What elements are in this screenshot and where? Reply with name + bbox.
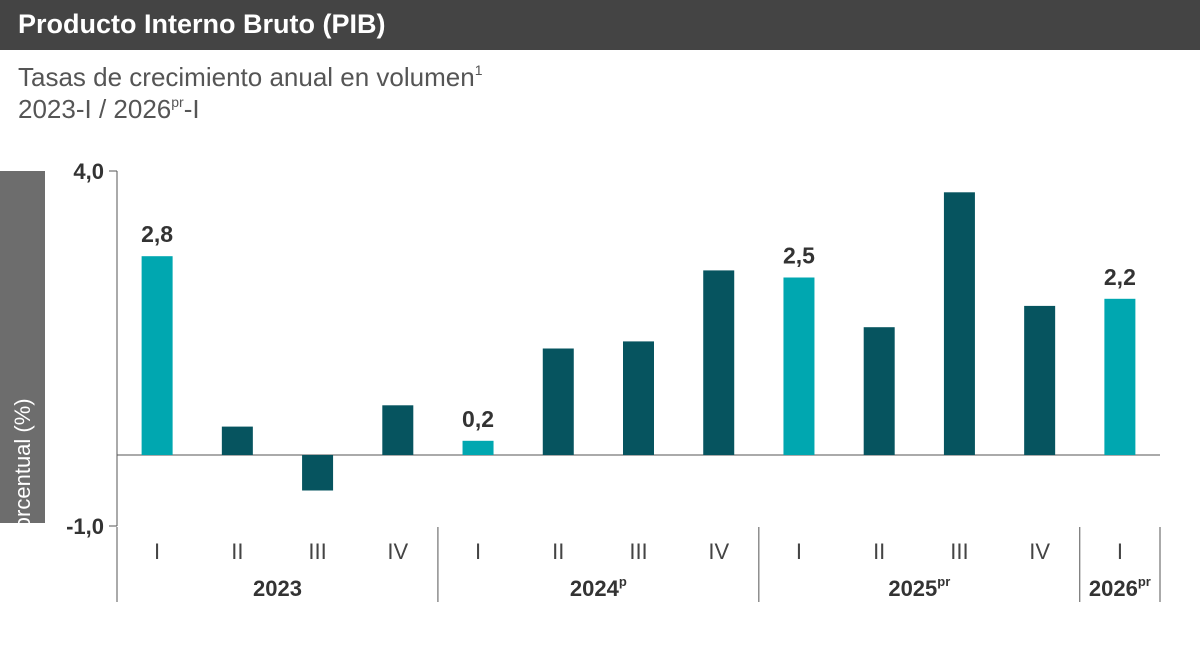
x-category-label: IV bbox=[387, 539, 408, 564]
x-category-label: III bbox=[629, 539, 647, 564]
x-category-label: I bbox=[1117, 539, 1123, 564]
x-group-label: 2026pr bbox=[1089, 574, 1151, 601]
chart-subtitle-line2: 2023-I / 2026pr-I bbox=[18, 94, 200, 125]
subtitle-footnote-mark: 1 bbox=[474, 62, 483, 78]
x-group-label: 2025pr bbox=[888, 574, 950, 601]
bar bbox=[703, 270, 735, 455]
bar bbox=[462, 440, 494, 455]
x-category-label: III bbox=[950, 539, 968, 564]
y-tick-label: 4,0 bbox=[73, 159, 104, 184]
bar bbox=[623, 341, 654, 455]
bar bbox=[542, 348, 574, 455]
subtitle-period-sup: pr bbox=[171, 94, 184, 110]
bar bbox=[302, 455, 334, 491]
data-label: 0,2 bbox=[462, 406, 494, 432]
y-axis-label-box: Variación porcentual (%) bbox=[0, 171, 45, 638]
x-category-label: IV bbox=[708, 539, 729, 564]
bar bbox=[783, 277, 815, 455]
y-tick-label: -1,0 bbox=[66, 514, 104, 539]
x-category-label: II bbox=[552, 539, 564, 564]
x-group-label-sup: pr bbox=[1138, 574, 1151, 589]
data-label: 2,2 bbox=[1104, 264, 1136, 290]
x-group-label: 2024p bbox=[570, 574, 627, 601]
bar bbox=[863, 327, 895, 455]
page-title: Producto Interno Bruto (PIB) bbox=[18, 9, 386, 39]
bar bbox=[1104, 298, 1136, 455]
bar bbox=[1024, 305, 1056, 455]
x-group-label-sup: pr bbox=[937, 574, 950, 589]
subtitle-text: Tasas de crecimiento anual en volumen bbox=[18, 62, 475, 92]
x-category-label: I bbox=[796, 539, 802, 564]
x-category-label: IV bbox=[1029, 539, 1050, 564]
data-label: 2,8 bbox=[141, 221, 173, 247]
x-category-label: II bbox=[873, 539, 885, 564]
x-category-label: I bbox=[475, 539, 481, 564]
subtitle-period-end: -I bbox=[183, 94, 200, 124]
subtitle-period-start: 2023-I / 2026 bbox=[18, 94, 172, 124]
bar bbox=[221, 426, 253, 455]
bar bbox=[382, 405, 414, 455]
x-group-label: 2023 bbox=[253, 576, 302, 601]
x-group-label-sup: p bbox=[619, 574, 627, 589]
chart-subtitle-line1: Tasas de crecimiento anual en volumen1 bbox=[18, 62, 483, 93]
x-category-label: III bbox=[308, 539, 326, 564]
header-bar: Producto Interno Bruto (PIB) bbox=[0, 0, 1200, 50]
x-category-label: I bbox=[154, 539, 160, 564]
x-category-label: II bbox=[231, 539, 243, 564]
data-label: 2,5 bbox=[783, 243, 815, 269]
bar bbox=[943, 192, 975, 456]
bar bbox=[141, 256, 173, 455]
